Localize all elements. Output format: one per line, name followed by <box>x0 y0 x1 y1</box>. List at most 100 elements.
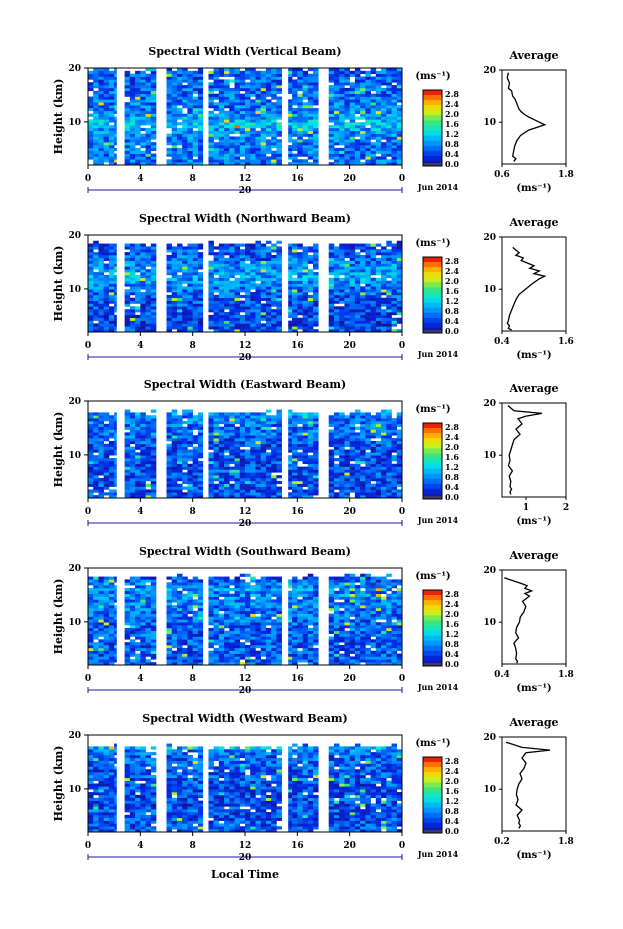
x-tick-label: 16 <box>291 174 304 184</box>
x-tick-label: 16 <box>291 341 304 351</box>
colorbar-segment <box>423 772 442 778</box>
colorbar-tick-label: 1.6 <box>445 786 459 796</box>
x-tick-label: 4 <box>137 507 143 517</box>
panel-title: Spectral Width (Westward Beam) <box>142 712 347 725</box>
colorbar-tick-label: 1.2 <box>445 796 459 806</box>
average-frame <box>501 402 567 498</box>
colorbar-segment <box>423 297 442 303</box>
colorbar-tick-label: 2.4 <box>445 266 459 276</box>
colorbar-segment <box>423 150 442 157</box>
x-tick-label: 20 <box>343 174 356 184</box>
colorbar-tick-label: 1.6 <box>445 619 459 629</box>
x-tick-label: 0 <box>399 341 405 351</box>
colorbar-tick-label: 0.8 <box>445 806 459 816</box>
heatmap-cells <box>88 235 403 333</box>
colorbar-tick-label: 0.0 <box>445 159 459 169</box>
day-label: 20 <box>239 353 252 363</box>
y-tick-label: 10 <box>68 785 81 795</box>
colorbar-tick-label: 2.4 <box>445 432 459 442</box>
x-tick-label: 20 <box>343 341 356 351</box>
date-label: Jun 2014 <box>417 515 459 525</box>
colorbar-tick-label: 2.8 <box>445 256 459 266</box>
colorbar-segment <box>423 287 442 293</box>
y-axis-label: Height (km) <box>52 412 65 488</box>
colorbar-tick-label: 0.8 <box>445 306 459 316</box>
y-tick-label: 20 <box>68 64 81 74</box>
colorbar-segment <box>423 483 442 490</box>
colorbar-segment <box>423 762 442 768</box>
average-profile-line <box>505 741 551 829</box>
colorbar-title: (ms⁻¹) <box>415 71 450 82</box>
colorbar-segment <box>423 830 442 833</box>
colorbar-segment <box>423 423 442 429</box>
colorbar-segment <box>423 605 442 611</box>
colorbar-frame <box>422 89 443 167</box>
colorbar-segment <box>423 145 442 152</box>
x-tick-label: 12 <box>239 507 252 517</box>
x-tick-label: 4 <box>137 174 143 184</box>
colorbar-tick-label: 2.0 <box>445 776 459 786</box>
colorbar-segment <box>423 155 442 162</box>
x-tick-label: 20 <box>343 841 356 851</box>
average-profile-line <box>504 577 534 664</box>
heatmap-cells <box>88 68 403 166</box>
colorbar-frame <box>422 422 443 500</box>
x-tick-label: 12 <box>239 841 252 851</box>
day-label: 20 <box>239 853 252 863</box>
average-x-axis-label: (ms⁻¹) <box>516 183 551 194</box>
colorbar-segment <box>423 488 442 495</box>
colorbar-segment <box>423 473 442 480</box>
colorbar-tick-label: 0.0 <box>445 659 459 669</box>
x-tick-label: 12 <box>239 674 252 684</box>
y-tick-label: 10 <box>68 451 81 461</box>
average-title: Average <box>508 216 558 229</box>
colorbar-segment <box>423 595 442 601</box>
colorbar-segment <box>423 307 442 314</box>
colorbar-title: (ms⁻¹) <box>415 738 450 749</box>
colorbar-segment <box>423 635 442 641</box>
average-title: Average <box>508 716 558 729</box>
average-x-axis-label: (ms⁻¹) <box>516 350 551 361</box>
x-tick-label: 8 <box>190 341 196 351</box>
average-x-tick-label: 0.4 <box>494 670 510 680</box>
average-y-tick-label: 20 <box>483 566 496 576</box>
colorbar-segment <box>423 125 442 131</box>
colorbar-title: (ms⁻¹) <box>415 571 450 582</box>
colorbar-segment <box>423 610 442 616</box>
average-y-tick-label: 10 <box>483 285 496 295</box>
colorbar-tick-label: 0.0 <box>445 326 459 336</box>
day-label: 20 <box>239 186 252 196</box>
panel-5 <box>84 734 567 860</box>
average-x-axis-label: (ms⁻¹) <box>516 516 551 527</box>
x-tick-label: 0 <box>399 174 405 184</box>
colorbar-segment <box>423 443 442 449</box>
colorbar-segment <box>423 767 442 773</box>
average-x-tick-label: 1.8 <box>558 837 574 847</box>
y-tick-label: 10 <box>68 118 81 128</box>
colorbar-segment <box>423 458 442 464</box>
colorbar-segment <box>423 650 442 657</box>
colorbar-segment <box>423 620 442 626</box>
date-label: Jun 2014 <box>417 182 459 192</box>
x-tick-label: 0 <box>85 841 91 851</box>
heatmap-cells <box>88 568 403 666</box>
colorbar-segment <box>423 468 442 474</box>
colorbar-segment <box>423 95 442 101</box>
colorbar-segment <box>423 292 442 298</box>
colorbar-segment <box>423 438 442 444</box>
x-tick-label: 8 <box>190 507 196 517</box>
colorbar-segment <box>423 90 442 96</box>
average-y-tick-label: 10 <box>483 118 496 128</box>
x-tick-label: 0 <box>399 507 405 517</box>
colorbar-tick-label: 0.8 <box>445 639 459 649</box>
average-y-tick-label: 10 <box>483 618 496 628</box>
average-profile-line <box>506 246 547 331</box>
x-tick-label: 16 <box>291 841 304 851</box>
panel-2 <box>84 234 567 360</box>
colorbar-tick-label: 0.4 <box>445 149 459 159</box>
y-tick-label: 20 <box>68 731 81 741</box>
average-x-tick-label: 1.8 <box>558 670 574 680</box>
colorbar-segment <box>423 590 442 596</box>
panel-3 <box>84 400 567 526</box>
